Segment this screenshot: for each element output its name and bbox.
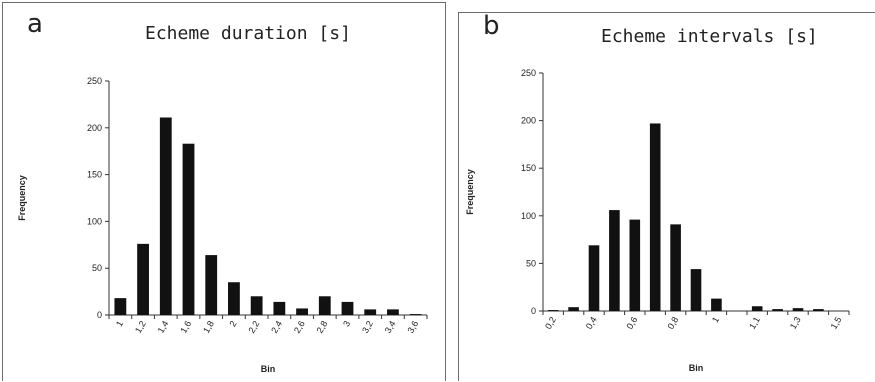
bar: 0,3: 4 bbox=[568, 307, 579, 311]
x-tick-label: 0,2 bbox=[543, 315, 558, 331]
bar: 1,2: 2 bbox=[772, 309, 783, 311]
bar: 1,2: 76 bbox=[137, 243, 149, 315]
y-tick-label: 0 bbox=[97, 310, 102, 320]
bar: 2,4: 14 bbox=[273, 301, 286, 315]
x-tick-label: 2 bbox=[227, 319, 238, 328]
bar: 2,6: 7 bbox=[296, 308, 308, 315]
chart-title-a: Echeme duration [s] bbox=[145, 23, 351, 44]
x-tick-label: 3 bbox=[341, 319, 352, 328]
y-axis-label: Frequency bbox=[465, 169, 475, 215]
x-tick-label: 3,6 bbox=[405, 319, 420, 335]
x-tick-label: 0,8 bbox=[665, 315, 680, 331]
bar: 3,4: 6 bbox=[387, 309, 399, 315]
x-tick-label: 0,4 bbox=[584, 315, 599, 331]
panel-letter-b: b bbox=[483, 11, 500, 41]
x-tick-label: 1,5 bbox=[829, 315, 844, 331]
x-tick-label: 1,1 bbox=[747, 315, 762, 331]
bar: 3,2: 6 bbox=[364, 309, 377, 315]
x-tick-label: 2,8 bbox=[315, 319, 330, 335]
bar: 2,2: 20 bbox=[250, 296, 263, 315]
x-tick-label: 3,2 bbox=[360, 319, 375, 335]
x-tick-label: 2,2 bbox=[246, 319, 261, 335]
y-tick-label: 100 bbox=[521, 211, 536, 221]
x-axis-label: Bin bbox=[261, 364, 276, 374]
bar-chart-a: 0 50 100 150 200 250 1: 18 1 1,2: 76 1,2 1,4: 211 1… bbox=[17, 76, 428, 374]
bar: 1,4: 211 bbox=[159, 117, 172, 315]
bar: 3,6: 1 bbox=[409, 314, 422, 315]
x-tick-label: 1,6 bbox=[178, 319, 193, 335]
x-tick-label: 1 bbox=[710, 315, 721, 324]
x-tick-label: 1,8 bbox=[201, 319, 216, 335]
y-tick-label: 150 bbox=[87, 170, 102, 180]
x-tick-label: 1,3 bbox=[788, 315, 803, 331]
y-tick-label: 150 bbox=[521, 163, 536, 173]
y-tick-label: 0 bbox=[531, 306, 536, 316]
x-tick-label: 1,4 bbox=[156, 319, 171, 335]
bar: 0,6: 96 bbox=[629, 219, 641, 311]
bar: 0,9: 44 bbox=[690, 269, 702, 311]
bar: 1: 13 bbox=[711, 298, 722, 311]
bar: 0,5: 106 bbox=[609, 210, 620, 311]
bar: 1,3: 3 bbox=[792, 308, 804, 311]
y-tick-label: 50 bbox=[92, 263, 102, 273]
x-tick-label: 2,6 bbox=[292, 319, 307, 335]
bar: 0,4: 69 bbox=[588, 245, 600, 311]
y-tick-label: 200 bbox=[521, 116, 536, 126]
bar-chart-b: 0 50 100 150 200 250 0,2: 1 0,2 0,3: 4 0,4: 69 0,4… bbox=[465, 68, 850, 373]
x-axis-label: Bin bbox=[689, 363, 704, 373]
bar: 1,1: 5 bbox=[751, 306, 763, 311]
x-tick-label: 1 bbox=[114, 319, 125, 328]
bar: 3: 14 bbox=[341, 301, 354, 315]
x-tick-label: 3,4 bbox=[383, 319, 398, 335]
y-tick-label: 250 bbox=[87, 76, 102, 86]
y-axis-label: Frequency bbox=[17, 175, 27, 221]
bar: 2,8: 20 bbox=[318, 296, 331, 315]
bar: 1,4: 2 bbox=[813, 309, 824, 311]
bar: 1,8: 64 bbox=[205, 255, 218, 315]
panel-letter-a: a bbox=[27, 9, 43, 39]
bar: 0,8: 91 bbox=[670, 224, 681, 311]
chart-panel-b: b Echeme intervals [s] 0 50 100 150 200 250 0,… bbox=[458, 11, 875, 381]
bar: 0,7: 197 bbox=[649, 123, 661, 312]
y-tick-label: 100 bbox=[87, 216, 102, 226]
x-tick-label: 0,6 bbox=[625, 315, 640, 331]
chart-title-b: Echeme intervals [s] bbox=[601, 26, 818, 47]
chart-panel-a: a Echeme duration [s] 0 50 100 150 200 250 1: … bbox=[2, 2, 446, 381]
y-tick-label: 50 bbox=[526, 258, 536, 268]
x-tick-label: 1,2 bbox=[133, 319, 148, 335]
y-tick-label: 200 bbox=[87, 123, 102, 133]
x-tick-label: 2,4 bbox=[269, 319, 284, 335]
bar: 0,2: 1 bbox=[547, 310, 559, 311]
bar: 1,6: 183 bbox=[182, 143, 195, 315]
y-tick-label: 250 bbox=[521, 68, 536, 78]
bar: 2: 35 bbox=[228, 282, 240, 315]
bar: 1: 18 bbox=[114, 298, 127, 315]
